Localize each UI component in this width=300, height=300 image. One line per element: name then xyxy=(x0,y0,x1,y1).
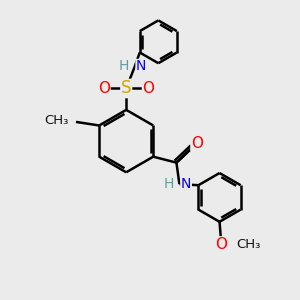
Text: O: O xyxy=(142,81,154,96)
Text: O: O xyxy=(191,136,203,151)
Text: H: H xyxy=(164,177,174,191)
Text: N: N xyxy=(136,59,146,74)
Text: O: O xyxy=(216,237,228,252)
Text: S: S xyxy=(121,80,131,98)
Text: N: N xyxy=(181,177,191,191)
Text: CH₃: CH₃ xyxy=(236,238,260,251)
Text: H: H xyxy=(119,59,129,74)
Text: O: O xyxy=(98,81,110,96)
Text: CH₃: CH₃ xyxy=(44,114,69,127)
